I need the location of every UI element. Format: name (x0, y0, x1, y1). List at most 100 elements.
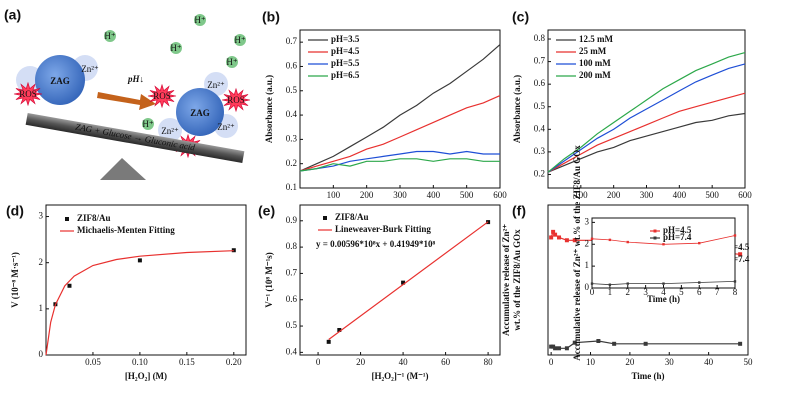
x-axis-title: Time (h) (647, 294, 680, 304)
zinc-label: Zn²⁺ (217, 122, 235, 132)
x-tick-label: 2 (626, 287, 631, 297)
data-point (596, 339, 601, 344)
data-point (557, 346, 562, 351)
zinc-label: Zn²⁺ (207, 80, 225, 90)
y-axis-title: V (10⁻⁸ M·s⁻¹) (10, 252, 20, 308)
illustration: ROS ZAG Zn²⁺ pH↓ ZAG ROS ROS ROS Zn²⁺ Zn… (13, 14, 251, 180)
chart: (c) 100 200 300 400 500 600 0.2 0.3 0.4 0.5 0.6 0.7 0… (512, 9, 752, 214)
series-line (299, 150, 500, 172)
y-tick-label: 2 (585, 238, 590, 248)
legend-marker (323, 216, 327, 220)
legend-label: ZIF8/Au (77, 213, 111, 223)
x-tick-label: 3 (643, 287, 648, 297)
data-point (626, 240, 629, 244)
y-tick-label: 0.6 (534, 78, 546, 88)
y-tick-label: 0.2 (286, 158, 297, 168)
panel-label: (a) (4, 7, 21, 23)
legend-label: pH=4.5 (663, 225, 692, 235)
x-tick-label: 10 (586, 357, 596, 367)
plot-frame (299, 204, 501, 356)
x-tick-label: 40 (399, 357, 409, 367)
data-point (553, 232, 558, 237)
data-point (608, 238, 612, 242)
y-tick-label: 1 (585, 260, 590, 270)
x-axis-title: [H₂O₂]⁻¹ (M⁻¹) (371, 371, 428, 381)
series-line (45, 250, 234, 356)
y-tick-label: 0.4 (286, 109, 298, 119)
x-tick-label: 1 (608, 287, 613, 297)
x-tick-label: 0.10 (132, 357, 148, 367)
legend-label: ZIF8/Au (335, 212, 369, 222)
y-tick-label: 0 (585, 282, 590, 292)
legend-label: pH=7.4 (663, 232, 692, 242)
y-tick-label: 0.7 (534, 56, 546, 66)
data-point (564, 346, 569, 351)
data-point (738, 252, 743, 257)
legend-marker (653, 236, 657, 240)
y-axis-title: V⁻¹ (10⁸ M⁻¹s) (264, 252, 274, 308)
panel-label: (d) (6, 203, 24, 219)
x-tick-label: 6 (697, 287, 702, 297)
legend-marker (653, 229, 657, 233)
data-point (698, 241, 701, 245)
series-line (547, 63, 746, 173)
legend-label: 100 mM (579, 58, 611, 68)
legend-label: 200 mM (579, 70, 611, 80)
series-line (591, 235, 736, 245)
x-tick-label: 7 (715, 287, 720, 297)
y-tick-label: 0.1 (286, 182, 297, 192)
ros-label: ROS (153, 91, 171, 101)
x-tick-label: 30 (665, 357, 675, 367)
data-point (590, 237, 594, 240)
series-line (591, 281, 736, 286)
legend-label: Michaelis-Menten Fitting (77, 225, 175, 235)
legend-label: pH=5.5 (331, 58, 360, 68)
panel-label: (e) (258, 203, 275, 219)
y-tick-label: 0.9 (286, 215, 298, 225)
x-tick-label: 8 (733, 287, 738, 297)
x-tick-label: 20 (356, 357, 366, 367)
x-tick-label: 80 (484, 357, 494, 367)
panel-label: (f) (512, 203, 526, 219)
x-tick-label: 300 (640, 190, 654, 200)
y-tick-label: 0.4 (286, 346, 298, 356)
panel-label: (c) (512, 9, 529, 25)
ros-label: ROS (19, 89, 37, 99)
y-tick-label: 0.7 (286, 36, 298, 46)
y-axis-title: Accumulative release of Zn²⁺ wt.% of the… (572, 145, 582, 361)
series-line (299, 158, 500, 172)
y-tick-label: 0.3 (534, 146, 546, 156)
data-point (551, 229, 556, 234)
data-point (608, 283, 612, 286)
y-tick-label: 0.8 (286, 241, 298, 251)
zag-label: ZAG (50, 76, 70, 86)
x-tick-label: 0 (316, 357, 321, 367)
legend-label: 12.5 mM (579, 34, 613, 44)
data-point (137, 258, 142, 263)
y-tick-label: 0.5 (286, 320, 298, 330)
data-point (326, 339, 331, 344)
series-line (547, 52, 746, 173)
legend-label: pH=3.5 (331, 34, 360, 44)
proton-label: H⁺ (194, 15, 205, 25)
data-point (549, 235, 554, 240)
x-tick-label: 600 (493, 190, 507, 200)
data-point (733, 280, 737, 283)
data-point (553, 346, 558, 351)
chart: (d) 0.05 0.10 0.15 0.20 0 1 2 3 [H₂O₂] (M) V (10⁻⁸… (6, 203, 247, 381)
panel-label: (b) (262, 9, 280, 25)
data-point (572, 340, 577, 345)
y-axis-title: Accumulative release of Zn²⁺ (501, 224, 511, 336)
data-point (698, 281, 701, 284)
ros-label: ROS (227, 95, 245, 105)
chart: (b) 100 200 300 400 500 600 0.1 0.2 0.3 0.4 0.5 0.6 0… (262, 9, 507, 214)
y-tick-label: 0.5 (286, 85, 298, 95)
legend-label: pH=4.5 (331, 46, 360, 56)
legend-marker (65, 217, 69, 221)
data-point (733, 234, 737, 237)
x-tick-label: 0.15 (179, 357, 195, 367)
proton-label: H⁺ (170, 43, 181, 53)
data-point (590, 282, 594, 285)
